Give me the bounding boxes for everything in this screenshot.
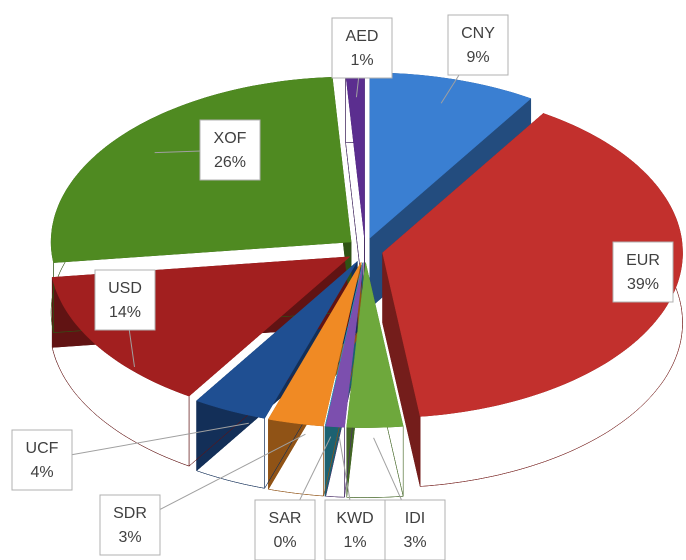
category-label: IDI <box>405 510 425 527</box>
category-label: UCF <box>26 440 59 457</box>
value-label: 26% <box>214 154 246 171</box>
callout-box <box>324 499 386 560</box>
value-label: 3% <box>118 529 141 546</box>
value-label: 3% <box>403 534 426 551</box>
slice <box>345 72 365 238</box>
slice <box>196 261 358 419</box>
callout-box <box>447 14 509 76</box>
callout-box <box>99 494 161 556</box>
category-label: KWD <box>336 510 373 527</box>
category-label: USD <box>108 280 142 297</box>
value-label: 1% <box>350 52 373 69</box>
slice <box>369 72 532 239</box>
callout-box <box>94 269 156 331</box>
category-label: SDR <box>113 505 147 522</box>
category-label: AED <box>346 28 379 45</box>
callouts: CNY 9% EUR 39% IDI 3% KWD 1% SAR 0% SDR 3% UCF 4% USD 1… <box>11 14 674 560</box>
value-label: 14% <box>109 304 141 321</box>
category-label: SAR <box>269 510 302 527</box>
value-label: 1% <box>343 534 366 551</box>
value-label: 39% <box>627 276 659 293</box>
slice <box>268 262 362 427</box>
slice <box>325 262 364 428</box>
slice <box>382 113 683 417</box>
category-label: CNY <box>461 25 495 42</box>
category-label: XOF <box>214 130 247 147</box>
callout-box <box>254 499 316 560</box>
slice <box>346 262 404 428</box>
pie-tops <box>50 72 683 428</box>
slice <box>324 262 363 427</box>
value-label: 9% <box>466 49 489 66</box>
value-label: 0% <box>273 534 296 551</box>
callout-box <box>612 241 674 303</box>
callout-box <box>199 119 261 181</box>
callout-box <box>11 429 73 491</box>
leader-line <box>41 422 249 461</box>
callout-box <box>331 17 393 79</box>
category-label: EUR <box>626 252 660 269</box>
callout-box <box>384 499 446 560</box>
value-label: 4% <box>30 464 53 481</box>
